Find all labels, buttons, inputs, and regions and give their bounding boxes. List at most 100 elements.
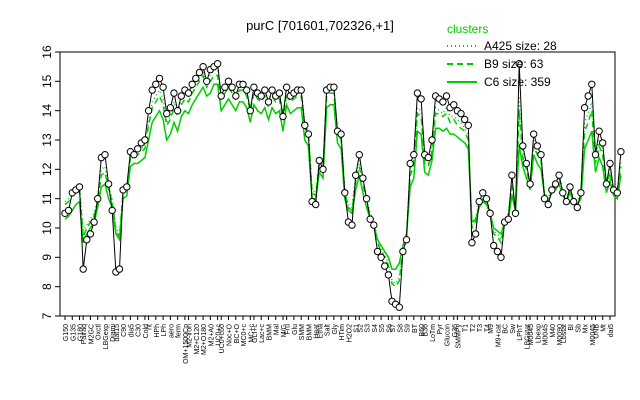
gene-point xyxy=(570,197,578,206)
gene-point xyxy=(577,189,585,197)
gene-point xyxy=(515,60,523,68)
y-tick-label: 10 xyxy=(40,221,54,235)
y-tick-label: 16 xyxy=(40,45,54,59)
x-tick-label: M2+A0 xyxy=(208,324,215,346)
x-tick-label: T3 xyxy=(477,324,484,332)
gene-point xyxy=(203,77,211,86)
x-tick-label: M9 xyxy=(488,324,495,334)
x-tick-label: Cold xyxy=(143,324,150,339)
y-tick-label: 15 xyxy=(40,74,54,88)
gene-point xyxy=(373,247,382,256)
x-tick-label: Mt xyxy=(601,324,608,332)
gene-point xyxy=(450,101,458,109)
x-tick-label: MC+c xyxy=(248,324,255,343)
x-tick-label: OM+1500Cp xyxy=(183,324,190,364)
x-tick-label: Sb xyxy=(575,324,582,333)
gene-point xyxy=(224,77,233,86)
gene-point xyxy=(508,171,516,179)
x-tick-label: Fru xyxy=(285,324,292,335)
y-tick-label: 12 xyxy=(40,162,54,176)
gene-point xyxy=(377,253,385,261)
x-tick-label: BMM xyxy=(306,324,313,341)
gene-point xyxy=(141,136,149,144)
gene-point xyxy=(297,86,305,94)
x-tick-label: Noc+O xyxy=(227,323,234,346)
gene-point xyxy=(348,221,356,229)
gene-point xyxy=(163,109,171,118)
x-tick-label: M0045 xyxy=(590,324,597,346)
gene-point xyxy=(319,165,327,174)
gene-point xyxy=(522,159,531,168)
x-tick-label: UC0+c xyxy=(216,324,223,346)
x-tick-label: S2 xyxy=(357,324,364,333)
gene-line xyxy=(64,62,622,309)
gene-point xyxy=(75,183,84,191)
gene-point xyxy=(366,215,374,223)
x-tick-label: G150 xyxy=(63,324,70,341)
x-tick-label: T4 xyxy=(484,324,491,332)
gene-point xyxy=(130,151,138,159)
gene-point xyxy=(362,195,371,203)
gene-point xyxy=(359,174,367,182)
gene-point xyxy=(413,89,422,97)
gene-point xyxy=(355,151,363,159)
gene-point xyxy=(232,92,240,100)
gene-point xyxy=(94,195,102,203)
gene-point xyxy=(580,104,589,112)
gene-point xyxy=(442,92,451,100)
gene-point xyxy=(159,83,167,91)
x-tick-label: Pairaq xyxy=(81,324,88,344)
x-tick-label: M2-iron xyxy=(187,324,194,348)
legend-entry-c6: C6 size: 359 xyxy=(484,75,551,89)
gene-points xyxy=(61,60,625,311)
y-tick-label: 11 xyxy=(40,192,54,205)
gene-point xyxy=(566,183,574,191)
gene-point xyxy=(155,74,164,83)
x-tick-label: G36 xyxy=(452,324,459,337)
x-tick-label: BT xyxy=(412,323,419,333)
x-tick-label: Salt xyxy=(325,324,332,336)
x-tick-label: BC xyxy=(503,324,510,334)
y-tick-label: 8 xyxy=(40,283,54,290)
gene-point xyxy=(115,265,124,273)
gene-point xyxy=(595,127,603,135)
x-tick-label: HPh xyxy=(154,324,161,338)
x-tick-label: dai5 xyxy=(608,324,615,337)
x-tick-label: B36 xyxy=(423,324,430,337)
gene-point xyxy=(239,80,247,89)
gene-point xyxy=(337,130,345,138)
gene-point xyxy=(352,171,360,179)
x-tick-label: LoTm xyxy=(430,324,437,342)
gene-point xyxy=(228,83,236,91)
gene-point xyxy=(540,195,549,203)
gene-point xyxy=(264,98,273,106)
gene-point xyxy=(599,139,607,147)
x-tick-label: LBGexp xyxy=(103,324,110,349)
x-tick-label: S9 xyxy=(405,324,412,333)
x-tick-label: ferm xyxy=(176,324,183,338)
legend-entry-b9: B9 size: 63 xyxy=(484,57,544,71)
x-tick-label: C30 xyxy=(136,324,143,337)
y-tick-label: 9 xyxy=(40,254,54,261)
gene-point xyxy=(406,159,414,168)
x-tick-label: Lbexp xyxy=(535,324,542,343)
x-tick-label: Lac+c xyxy=(259,324,266,343)
x-tick-label: Etha xyxy=(317,324,324,339)
x-tick-label: Heat xyxy=(314,324,321,339)
gene-point xyxy=(544,200,552,209)
gene-point xyxy=(439,98,447,106)
y-tick-label: 7 xyxy=(40,312,54,319)
x-tick-label: Glu xyxy=(292,324,299,335)
gene-point xyxy=(395,303,403,311)
gene-point xyxy=(475,197,483,206)
x-tick-label: dia5 xyxy=(128,324,135,337)
gene-point xyxy=(184,89,193,97)
x-tick-label: nt xyxy=(147,324,154,330)
gene-point xyxy=(166,104,175,112)
x-tick-label: LBGstat xyxy=(524,324,531,349)
gene-point xyxy=(83,236,91,244)
chart-title: purC [701601,702326,+1] xyxy=(246,18,394,33)
gene-point xyxy=(555,171,563,179)
gene-point xyxy=(548,186,556,194)
